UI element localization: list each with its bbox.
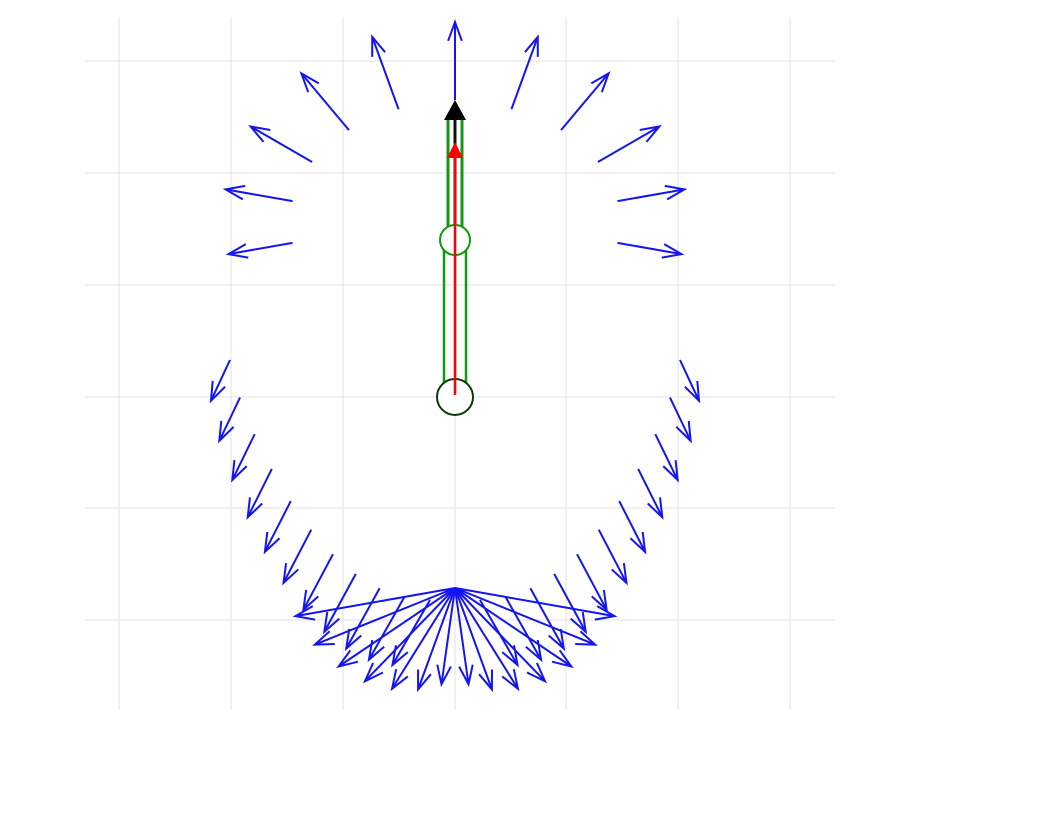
field-arrowhead (417, 669, 432, 693)
field-arrowhead (684, 380, 701, 404)
field-arrow (295, 587, 456, 618)
field-arrowhead (344, 628, 362, 652)
field-arrowhead (322, 611, 340, 635)
field-arrowhead (478, 669, 493, 693)
field-arrowhead (282, 562, 299, 586)
field-arrow (228, 241, 293, 256)
field-arrow (417, 587, 456, 690)
field-arrowhead (391, 645, 409, 668)
field-arrowhead (675, 420, 692, 444)
field-arrow (454, 587, 470, 685)
field-arrow (314, 587, 456, 646)
field-arrowhead (299, 71, 320, 93)
field-arrowhead (639, 125, 662, 143)
field-arrowhead (548, 628, 566, 652)
field-arrow (454, 587, 572, 668)
field-arrow (617, 188, 685, 203)
field-arrow (368, 596, 406, 661)
field-arrow (454, 587, 493, 690)
field-arrow (669, 397, 692, 442)
field-arrowhead (611, 562, 628, 586)
field-arrowhead (263, 531, 281, 555)
field-arrowhead (501, 668, 520, 692)
field-arrow (345, 587, 381, 650)
field-arrowhead (302, 589, 319, 613)
field-arrowhead (218, 420, 235, 444)
field-arrow (338, 587, 456, 668)
black-arrowhead (444, 100, 466, 120)
field-arrowhead (526, 662, 548, 684)
field-arrowhead (222, 184, 246, 201)
field-arrowhead (661, 243, 685, 259)
field-arrowhead (647, 497, 664, 520)
field-arrowhead (231, 460, 248, 483)
field-arrow (218, 397, 241, 442)
field-arrowhead (390, 668, 409, 692)
field-arrow (323, 573, 357, 633)
field-arrowhead (447, 19, 463, 42)
field-arrowhead (591, 589, 608, 613)
field-arrow (371, 36, 400, 110)
field-arrowhead (248, 125, 271, 143)
field-arrow (654, 433, 679, 481)
field-arrow (440, 587, 456, 685)
field-arrow (617, 241, 682, 256)
field-arrow (250, 125, 313, 163)
field-arrow (510, 36, 539, 110)
field-arrowhead (436, 664, 452, 688)
field-arrow (454, 587, 519, 690)
field-arrow (597, 529, 628, 584)
field-arrow (364, 587, 456, 682)
field-arrowhead (371, 34, 386, 57)
field-arrow (454, 587, 615, 618)
field-arrow (231, 433, 256, 481)
field-arrowhead (336, 649, 359, 669)
field-arrowhead (629, 531, 647, 555)
field-arrow (225, 188, 293, 203)
field-arrow (246, 468, 273, 518)
field-arrowhead (525, 639, 543, 663)
field-arrowhead (225, 243, 249, 259)
field-arrow (529, 587, 565, 650)
field-arrow (454, 587, 596, 646)
field-arrow (553, 573, 587, 633)
field-arrowhead (664, 184, 688, 201)
field-arrow (391, 587, 456, 690)
field-arrow (302, 553, 334, 611)
field-arrowhead (501, 645, 519, 668)
field-arrow (637, 468, 664, 518)
field-arrowhead (367, 639, 385, 663)
vector-field (209, 19, 701, 693)
grid (85, 17, 835, 710)
field-arrow (300, 72, 350, 131)
field-arrowhead (590, 71, 611, 93)
field-arrowhead (570, 611, 588, 635)
field-arrowhead (575, 630, 598, 646)
field-arrow (597, 125, 660, 163)
field-arrowhead (362, 662, 384, 684)
field-arrowhead (662, 460, 679, 483)
field-arrow (576, 553, 608, 611)
field-arrow (264, 500, 292, 553)
field-arrowhead (246, 497, 263, 520)
field-arrow (618, 500, 646, 553)
field-arrow (282, 529, 313, 584)
field-arrow (454, 587, 546, 682)
field-arrowhead (524, 34, 539, 57)
field-arrow (679, 359, 700, 402)
field-arrowhead (292, 605, 316, 621)
red-arrowhead (447, 142, 463, 158)
field-arrowhead (312, 630, 335, 646)
field-arrow (210, 359, 231, 402)
arm (436, 100, 474, 416)
field-arrowhead (458, 664, 474, 688)
field-arrowhead (551, 649, 574, 669)
field-arrowhead (209, 380, 226, 404)
field-arrowhead (594, 605, 618, 621)
field-arrow (560, 72, 610, 131)
field-arrow (504, 596, 542, 661)
